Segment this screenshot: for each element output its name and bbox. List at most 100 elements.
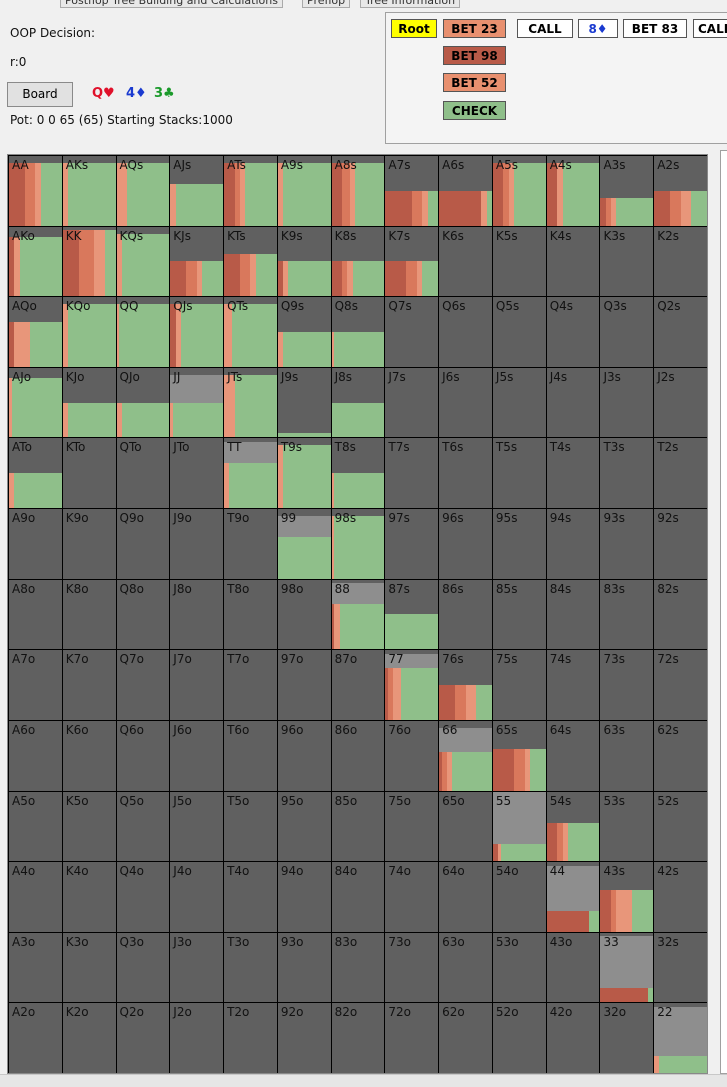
action-button[interactable]: 8♦ [578, 19, 618, 38]
hand-cell[interactable]: KJs [170, 226, 224, 297]
hand-cell[interactable]: T7s [385, 438, 439, 509]
hand-cell[interactable]: J6s [439, 367, 492, 438]
hand-cell[interactable]: AA [9, 156, 62, 226]
hand-cell[interactable]: 73s [600, 650, 654, 720]
hand-cell[interactable]: 63s [600, 720, 654, 791]
hand-cell[interactable]: A5s [492, 156, 546, 226]
hand-cell[interactable]: K5s [492, 226, 546, 297]
hand-cell[interactable]: 64s [546, 720, 600, 791]
hand-cell[interactable]: T2s [654, 438, 707, 509]
action-button[interactable]: BET 83 [623, 19, 687, 38]
hand-cell[interactable]: 33 [600, 932, 654, 1003]
hand-cell[interactable]: ATo [9, 438, 62, 509]
hand-cell[interactable]: 94o [277, 862, 331, 932]
hand-cell[interactable]: Q7s [385, 297, 439, 367]
hand-cell[interactable]: QTo [116, 438, 170, 509]
tab[interactable]: Preflop [302, 0, 351, 8]
hand-cell[interactable]: JJ [170, 367, 224, 438]
hand-cell[interactable]: 97o [277, 650, 331, 720]
hand-cell[interactable]: T3o [224, 932, 277, 1003]
hand-cell[interactable]: JTs [224, 367, 277, 438]
hand-cell[interactable]: KJo [62, 367, 116, 438]
hand-cell[interactable]: 32s [654, 932, 707, 1003]
hand-cell[interactable]: A2o [9, 1003, 62, 1073]
tab[interactable]: Tree Information [360, 0, 461, 8]
hand-cell[interactable]: KQo [62, 297, 116, 367]
hand-cell[interactable]: T9o [224, 509, 277, 579]
hand-cell[interactable]: Q7o [116, 650, 170, 720]
hand-cell[interactable]: 96s [439, 509, 492, 579]
hand-cell[interactable]: KK [62, 226, 116, 297]
hand-cell[interactable]: 93s [600, 509, 654, 579]
hand-cell[interactable]: Q4s [546, 297, 600, 367]
action-button[interactable]: CALL [693, 19, 727, 38]
hand-cell[interactable]: 43s [600, 862, 654, 932]
hand-cell[interactable]: A9o [9, 509, 62, 579]
action-button[interactable]: BET 23 [443, 19, 506, 38]
hand-cell[interactable]: 73o [385, 932, 439, 1003]
action-button[interactable]: CALL [517, 19, 573, 38]
hand-cell[interactable]: T6o [224, 720, 277, 791]
hand-cell[interactable]: J5s [492, 367, 546, 438]
hand-cell[interactable]: 74o [385, 862, 439, 932]
hand-cell[interactable]: A8s [331, 156, 385, 226]
hand-cell[interactable]: Q2s [654, 297, 707, 367]
hand-cell[interactable]: 76s [439, 650, 492, 720]
hand-cell[interactable]: JTo [170, 438, 224, 509]
hand-cell[interactable]: 97s [385, 509, 439, 579]
hand-cell[interactable]: T5o [224, 791, 277, 862]
hand-cell[interactable]: K6s [439, 226, 492, 297]
hand-cell[interactable]: K3s [600, 226, 654, 297]
hand-cell[interactable]: 96o [277, 720, 331, 791]
hand-cell[interactable]: A2s [654, 156, 707, 226]
hand-cell[interactable]: AJs [170, 156, 224, 226]
hand-cell[interactable]: Q2o [116, 1003, 170, 1073]
hand-cell[interactable]: K2s [654, 226, 707, 297]
hand-cell[interactable]: K7s [385, 226, 439, 297]
hand-cell[interactable]: 65o [439, 791, 492, 862]
hand-cell[interactable]: K9s [277, 226, 331, 297]
hand-cell[interactable]: 74s [546, 650, 600, 720]
hand-cell[interactable]: 65s [492, 720, 546, 791]
hand-cell[interactable]: AKs [62, 156, 116, 226]
hand-cell[interactable]: J2o [170, 1003, 224, 1073]
hand-cell[interactable]: 62o [439, 1003, 492, 1073]
hand-cell[interactable]: Q9o [116, 509, 170, 579]
hand-cell[interactable]: A7o [9, 650, 62, 720]
hand-cell[interactable]: A4s [546, 156, 600, 226]
hand-cell[interactable]: AQo [9, 297, 62, 367]
hand-cell[interactable]: 86s [439, 579, 492, 650]
hand-cell[interactable]: 53s [600, 791, 654, 862]
hand-cell[interactable]: 85s [492, 579, 546, 650]
hand-cell[interactable]: A6o [9, 720, 62, 791]
hand-cell[interactable]: T8s [331, 438, 385, 509]
hand-cell[interactable]: 98s [331, 509, 385, 579]
hand-cell[interactable]: J9s [277, 367, 331, 438]
action-button[interactable]: CHECK [443, 101, 506, 120]
hand-cell[interactable]: 55 [492, 791, 546, 862]
hand-cell[interactable]: 87o [331, 650, 385, 720]
hand-cell[interactable]: A6s [439, 156, 492, 226]
hand-cell[interactable]: K7o [62, 650, 116, 720]
hand-cell[interactable]: 75o [385, 791, 439, 862]
hand-cell[interactable]: 99 [277, 509, 331, 579]
hand-cell[interactable]: K5o [62, 791, 116, 862]
hand-cell[interactable]: 52o [492, 1003, 546, 1073]
hand-cell[interactable]: 64o [439, 862, 492, 932]
hand-cell[interactable]: 98o [277, 579, 331, 650]
hand-cell[interactable]: 53o [492, 932, 546, 1003]
hand-cell[interactable]: AQs [116, 156, 170, 226]
hand-cell[interactable]: K2o [62, 1003, 116, 1073]
hand-cell[interactable]: AJo [9, 367, 62, 438]
hand-cell[interactable]: T4s [546, 438, 600, 509]
hand-cell[interactable]: T7o [224, 650, 277, 720]
hand-cell[interactable]: J2s [654, 367, 707, 438]
hand-cell[interactable]: J4o [170, 862, 224, 932]
hand-cell[interactable]: 72s [654, 650, 707, 720]
hand-cell[interactable]: 86o [331, 720, 385, 791]
hand-cell[interactable]: Q5s [492, 297, 546, 367]
hand-cell[interactable]: AKo [9, 226, 62, 297]
hand-cell[interactable]: TT [224, 438, 277, 509]
hand-cell[interactable]: 63o [439, 932, 492, 1003]
hand-cell[interactable]: K4o [62, 862, 116, 932]
